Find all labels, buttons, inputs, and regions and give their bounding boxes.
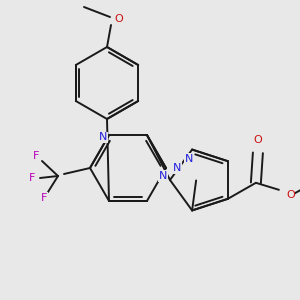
- Text: N: N: [99, 132, 107, 142]
- Text: F: F: [41, 193, 47, 203]
- Text: F: F: [33, 151, 39, 161]
- Text: N: N: [159, 171, 167, 181]
- Text: F: F: [29, 173, 35, 183]
- Text: N: N: [173, 163, 182, 173]
- Text: O: O: [254, 135, 262, 145]
- Text: N: N: [185, 154, 193, 164]
- Text: O: O: [114, 14, 123, 24]
- Text: O: O: [286, 190, 295, 200]
